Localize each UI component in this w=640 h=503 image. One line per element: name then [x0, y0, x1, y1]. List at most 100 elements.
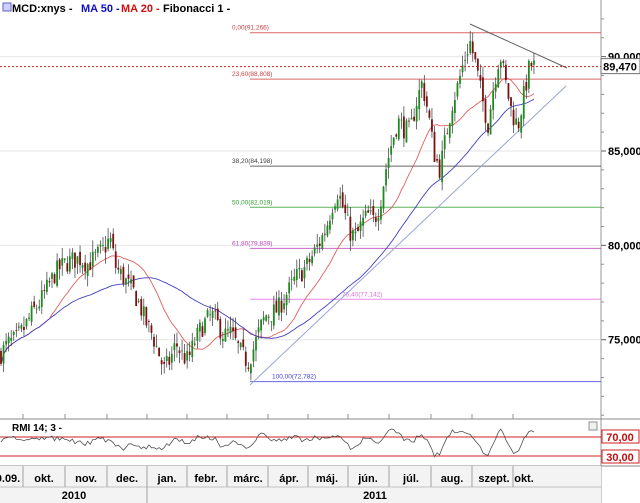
rmi-label[interactable]: RMI 14; 3 -	[12, 423, 62, 434]
candle-body	[170, 353, 173, 363]
candle-body	[272, 304, 275, 326]
ma50-label[interactable]: MA 50 -	[81, 3, 120, 15]
candle-body	[148, 321, 150, 322]
candle-body	[329, 220, 331, 230]
candle-body	[63, 258, 66, 261]
candle-body	[102, 245, 104, 247]
price-panel	[0, 0, 601, 419]
symbol-square-icon[interactable]	[2, 2, 12, 12]
candle-body	[201, 326, 204, 337]
candle-body	[12, 332, 15, 335]
candle-body	[84, 262, 87, 272]
candle-body	[140, 299, 143, 316]
candle-body	[331, 212, 334, 220]
candle-body	[431, 119, 433, 132]
candle-body	[382, 186, 385, 209]
candle-body	[20, 325, 23, 329]
candle-body	[122, 266, 125, 284]
candle-body	[2, 345, 5, 364]
candle-body	[323, 233, 326, 235]
candle-body	[321, 235, 324, 250]
candle-body	[199, 322, 201, 332]
candle-body	[209, 314, 211, 316]
candle-body	[400, 119, 403, 121]
candle-body	[196, 327, 199, 341]
month-label: febr.	[194, 473, 217, 485]
month-label: ápr.	[279, 473, 299, 485]
candle-body	[525, 81, 528, 91]
candle-body	[423, 82, 426, 101]
candle-body	[418, 90, 421, 110]
candle-body	[176, 343, 178, 347]
candle-body	[35, 308, 38, 310]
candle-body	[267, 316, 270, 318]
candle-body	[479, 75, 482, 81]
candle-body	[415, 105, 418, 122]
candle-body	[489, 109, 492, 135]
candle-body	[135, 291, 138, 306]
candle-body	[165, 356, 168, 362]
candle-body	[99, 244, 102, 247]
candle-body	[153, 336, 155, 347]
candle-body	[130, 279, 132, 284]
candle-body	[38, 306, 41, 309]
candle-body	[255, 336, 257, 351]
price-tick-label: 75,000	[608, 335, 640, 347]
candle-body	[448, 123, 451, 138]
candle-body	[441, 150, 444, 183]
candle-body	[364, 210, 367, 216]
candle-body	[275, 300, 278, 313]
candle-body	[30, 305, 33, 322]
trend-lines	[249, 23, 568, 386]
candle-body	[301, 270, 303, 282]
candle-body	[357, 227, 359, 232]
fibonacci-level-label: 61,80(79,839)	[232, 240, 272, 247]
candle-body	[173, 343, 176, 351]
candle-body	[280, 300, 283, 313]
month-label: jan.	[157, 473, 177, 485]
candle-body	[181, 350, 183, 352]
candle-body	[81, 265, 84, 268]
candle-body	[456, 82, 459, 97]
candle-body	[183, 353, 186, 364]
candle-body	[326, 225, 329, 236]
fibonacci-label[interactable]: Fibonacci 1 -	[163, 3, 231, 15]
candle-body	[7, 336, 10, 344]
candle-body	[476, 58, 479, 71]
candle-body	[461, 65, 464, 73]
candle-body	[117, 267, 120, 270]
ma20-label[interactable]: MA 20 -	[121, 3, 160, 15]
candle-body	[344, 204, 347, 214]
candle-body	[492, 91, 495, 111]
candlesticks	[0, 30, 535, 381]
fibonacci-level-label: 50,00(82,019)	[232, 199, 272, 206]
candle-body	[484, 98, 487, 123]
candle-body	[265, 315, 268, 321]
candle-body	[354, 231, 357, 234]
candle-body	[168, 356, 171, 365]
candle-body	[487, 123, 489, 133]
candle-body	[311, 256, 313, 264]
candle-body	[471, 41, 474, 54]
candle-body	[306, 257, 308, 265]
candle-body	[372, 206, 375, 216]
candle-body	[247, 367, 250, 369]
candle-body	[464, 59, 466, 61]
candle-body	[10, 337, 13, 341]
candle-body	[380, 206, 382, 220]
candle-body	[216, 308, 219, 321]
candle-body	[527, 60, 530, 89]
candle-body	[466, 54, 469, 56]
rmi-panel: RMI 14; 3 - 70,00 30,00	[0, 421, 640, 464]
fibonacci-level-label: 100,00(72,782)	[272, 374, 316, 381]
candle-body	[515, 118, 517, 125]
symbol-label[interactable]: MCD:xnys -	[12, 3, 73, 15]
month-label: 9.09.	[0, 473, 20, 485]
price-tick-label: 85,000	[608, 146, 640, 158]
candle-body	[395, 134, 398, 137]
candle-body	[193, 343, 196, 345]
candle-body	[163, 361, 166, 364]
rmi-panel-toggle-icon[interactable]	[588, 421, 598, 431]
